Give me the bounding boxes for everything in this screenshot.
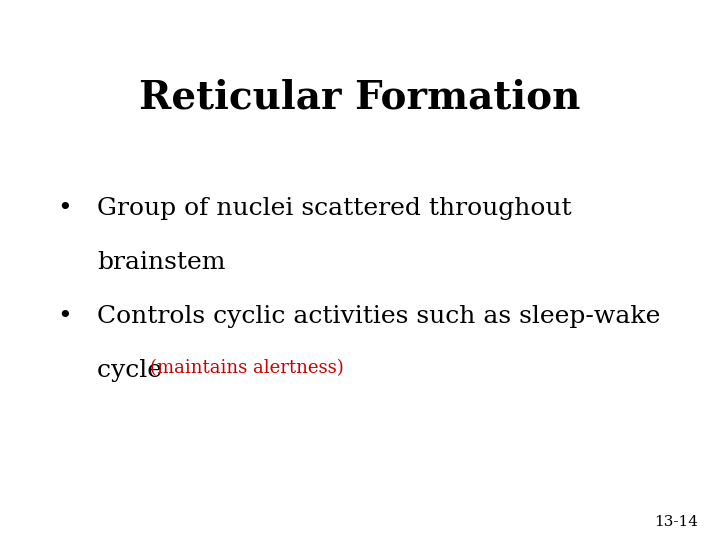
Text: •: • [58,305,72,328]
Text: cycle: cycle [97,359,170,382]
Text: (maintains alertness): (maintains alertness) [150,359,344,377]
Text: •: • [58,197,72,220]
Text: Reticular Formation: Reticular Formation [139,78,581,116]
Text: Group of nuclei scattered throughout: Group of nuclei scattered throughout [97,197,572,220]
Text: 13-14: 13-14 [654,515,698,529]
Text: brainstem: brainstem [97,251,225,274]
Text: Controls cyclic activities such as sleep-wake: Controls cyclic activities such as sleep… [97,305,660,328]
